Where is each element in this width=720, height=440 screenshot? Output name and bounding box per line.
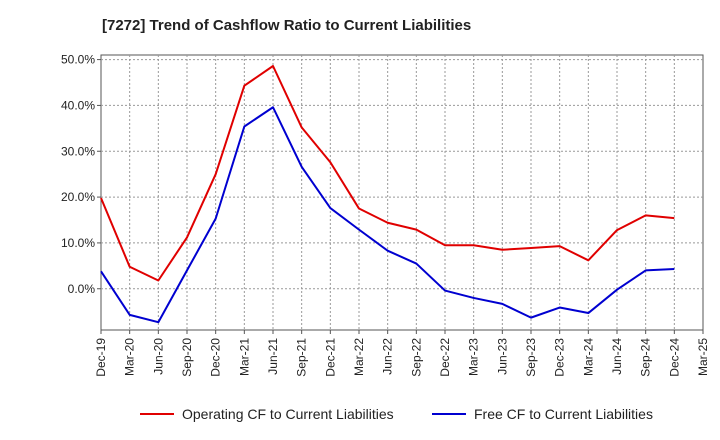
chart-title: [7272] Trend of Cashflow Ratio to Curren… [102, 17, 471, 34]
x-tick-label: Dec-19 [94, 338, 108, 377]
x-tick-label: Jun-24 [610, 338, 624, 375]
y-tick-label: 10.0% [61, 236, 95, 250]
x-tick-label: Sep-21 [295, 338, 309, 377]
y-tick-label: 20.0% [61, 190, 95, 204]
plot-area [100, 54, 704, 331]
series-line-2 [100, 106, 675, 324]
x-tick-label: Mar-25 [696, 338, 710, 376]
series-lines [100, 65, 675, 324]
x-tick-label: Dec-24 [667, 338, 681, 377]
legend-label-2: Free CF to Current Liabilities [474, 406, 653, 422]
x-axis-ticks: Dec-19 Mar-20 Jun-20 Sep-20 Dec-20 Mar-21 Jun-… [94, 330, 710, 377]
x-tick-label: Jun-21 [266, 338, 280, 375]
legend-label-1: Operating CF to Current Liabilities [182, 406, 394, 422]
y-tick-label: 0.0% [68, 282, 96, 296]
y-tick-label: 50.0% [61, 53, 95, 67]
x-tick-label: Dec-20 [209, 338, 223, 377]
y-axis-ticks: 50.0% 40.0% 30.0% 20.0% 10.0% 0.0% [61, 53, 101, 296]
x-tick-label: Sep-22 [409, 338, 423, 377]
x-tick-label: Mar-24 [581, 338, 595, 376]
x-tick-label: Jun-20 [151, 338, 165, 375]
x-tick-label: Sep-20 [180, 338, 194, 377]
y-tick-label: 40.0% [61, 98, 95, 112]
x-tick-label: Dec-23 [553, 338, 567, 377]
x-tick-label: Mar-22 [352, 338, 366, 376]
x-tick-label: Mar-20 [123, 338, 137, 376]
x-tick-label: Jun-22 [381, 338, 395, 375]
legend: Operating CF to Current Liabilities Free … [140, 406, 653, 422]
x-tick-label: Sep-24 [639, 338, 653, 377]
grid [101, 55, 703, 330]
x-tick-label: Mar-21 [237, 338, 251, 376]
x-tick-label: Jun-23 [495, 338, 509, 375]
x-tick-label: Mar-23 [467, 338, 481, 376]
y-tick-label: 30.0% [61, 144, 95, 158]
x-tick-label: Sep-23 [524, 338, 538, 377]
x-tick-label: Dec-22 [438, 338, 452, 377]
series-line-1 [100, 65, 675, 282]
x-tick-label: Dec-21 [323, 338, 337, 377]
